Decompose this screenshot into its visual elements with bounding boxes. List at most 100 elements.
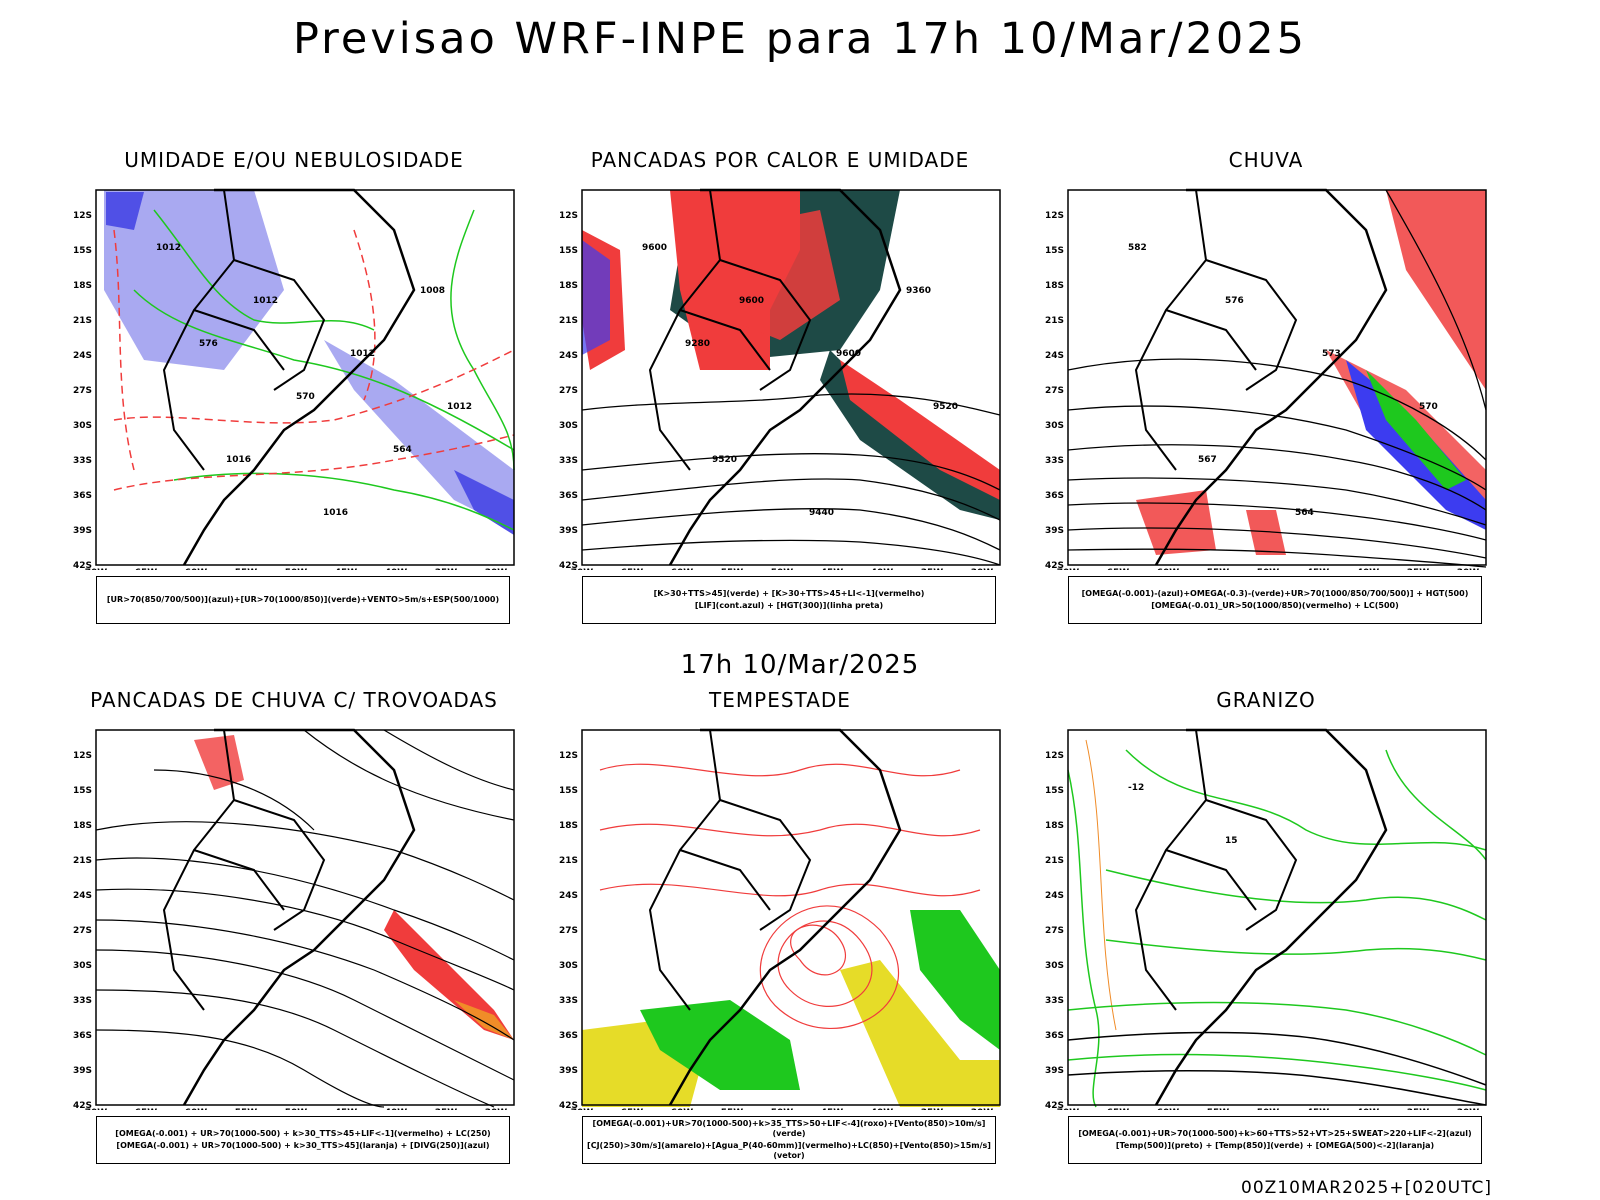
- lat-tick-label: 39S: [73, 1066, 92, 1076]
- lat-tick-label: 27S: [73, 386, 92, 396]
- map-frame: [1067, 189, 1487, 566]
- lat-tick-label: 42S: [559, 1101, 578, 1110]
- main-title: Previsao WRF-INPE para 17h 10/Mar/2025: [293, 14, 1307, 64]
- lon-tick-label: 35W: [921, 1108, 944, 1110]
- map-trovoadas: 12S 15S 18S 21S 24S 27S 30S 33S 36S 39S 42S70W 65W 6…: [73, 728, 515, 1110]
- lat-tick-label: 15S: [73, 786, 92, 796]
- contour-label: 570: [1419, 402, 1438, 412]
- lon-tick-label: 30W: [485, 568, 508, 570]
- lat-tick-label: 21S: [73, 856, 92, 866]
- lat-tick-label: 39S: [559, 526, 578, 536]
- lat-tick-label: 12S: [559, 211, 578, 221]
- coastline: [182, 728, 416, 1106]
- state-borders: [1134, 189, 1298, 471]
- lon-tick-label: 55W: [721, 568, 744, 570]
- lat-tick-label: 42S: [1045, 1101, 1064, 1110]
- wind-green-area-2: [910, 910, 1000, 1050]
- lat-tick-label: 15S: [559, 246, 578, 256]
- lon-tick-label: 40W: [871, 1108, 894, 1110]
- lat-tick-label: 15S: [1045, 786, 1064, 796]
- lon-tick-label: 30W: [1457, 1108, 1480, 1110]
- state-borders: [1134, 729, 1298, 1011]
- humidity-blue-band: [454, 470, 514, 535]
- contour-label: 9600: [836, 349, 861, 359]
- lon-tick-label: 65W: [135, 568, 158, 570]
- legend-line: [OMEGA(-0.001)+UR>70(1000-500)+k>35_TTS>…: [592, 1119, 986, 1138]
- legend-line: [OMEGA(-0.001) + UR>70(1000-500) + k>30_…: [116, 1141, 490, 1150]
- lat-tick-label: 30S: [73, 421, 92, 431]
- lon-tick-label: 60W: [185, 1108, 208, 1110]
- instability-west-blue: [582, 240, 610, 355]
- lon-tick-label: 70W: [85, 568, 108, 570]
- legend-line: [OMEGA(-0.001)+UR>70(1000-500)+k>60+TTS>…: [1078, 1129, 1472, 1138]
- lat-tick-label: 18S: [73, 281, 92, 291]
- lon-tick-label: 30W: [485, 1108, 508, 1110]
- lat-tick-label: 24S: [73, 891, 92, 901]
- legend-line: [K>30+TTS>45](verde) + [K>30+TTS>45+LI<-…: [653, 589, 925, 598]
- lon-tick-label: 70W: [1057, 1108, 1080, 1110]
- state-borders: [162, 189, 326, 471]
- lat-tick-label: 39S: [559, 1066, 578, 1076]
- lon-tick-label: 50W: [285, 1108, 308, 1110]
- lon-tick-label: 50W: [1257, 568, 1280, 570]
- legend-line: [OMEGA(-0.01)_UR>50(1000/850)(vermelho) …: [1151, 601, 1399, 610]
- lat-tick-label: 36S: [559, 491, 578, 501]
- lat-tick-label: 24S: [559, 891, 578, 901]
- panel-pancadas-calor: PANCADAS POR CALOR E UMIDADE 12S 15S 18S 21…: [540, 148, 1020, 638]
- contour-label: 1016: [323, 508, 348, 518]
- panel-granizo: GRANIZO 12S 15S 18S 21S 24S 27S 30S 33S 36S 39S 42…: [1026, 688, 1506, 1178]
- lat-tick-label: 27S: [559, 386, 578, 396]
- contour-label: 570: [296, 392, 315, 402]
- lat-tick-label: 36S: [559, 1031, 578, 1041]
- rain-red-south-2: [1246, 510, 1286, 555]
- lat-tick-label: 27S: [1045, 386, 1064, 396]
- humidity-blue-area: [106, 192, 144, 230]
- rain-green-band: [1366, 370, 1466, 490]
- panel-title: PANCADAS POR CALOR E UMIDADE: [590, 148, 970, 172]
- lat-tick-label: 27S: [1045, 926, 1064, 936]
- contour-label: 1012: [156, 243, 181, 253]
- lon-tick-label: 65W: [1107, 568, 1130, 570]
- map-granizo: 12S 15S 18S 21S 24S 27S 30S 33S 36S 39S 42S70W 65W 6…: [1045, 728, 1487, 1110]
- panel-tempestade: TEMPESTADE 12S 15S 18S 21S 24S 27S 30S 33S 36S 39…: [540, 688, 1020, 1178]
- lat-tick-label: 39S: [1045, 1066, 1064, 1076]
- lat-tick-label: 15S: [1045, 246, 1064, 256]
- lon-tick-label: 40W: [385, 568, 408, 570]
- lon-tick-label: 50W: [771, 568, 794, 570]
- lon-tick-label: 70W: [1057, 568, 1080, 570]
- panel-title: UMIDADE E/OU NEBULOSIDADE: [124, 148, 464, 172]
- lat-tick-label: 42S: [559, 561, 578, 570]
- instability-red-area-2: [720, 210, 840, 340]
- lat-tick-label: 36S: [73, 491, 92, 501]
- legend-line: [LIF](cont.azul) + [HGT(300)](linha pret…: [694, 601, 884, 610]
- lon-tick-label: 45W: [335, 1108, 358, 1110]
- lon-tick-label: 40W: [385, 1108, 408, 1110]
- coastline: [668, 188, 902, 566]
- lon-tick-label: 45W: [1307, 1108, 1330, 1110]
- legend-line: [OMEGA(-0.001) + UR>70(1000-500) + k>30_…: [115, 1129, 491, 1138]
- lon-tick-label: 50W: [1257, 1108, 1280, 1110]
- legend-box: [OMEGA(-0.001)+UR>70(1000-500)+k>60+TTS>…: [1068, 1116, 1482, 1164]
- lat-tick-label: 15S: [559, 786, 578, 796]
- lon-tick-label: 30W: [971, 1108, 994, 1110]
- map-frame: [1067, 729, 1487, 1106]
- lat-tick-label: 30S: [1045, 961, 1064, 971]
- contour-label: 9600: [739, 296, 764, 306]
- lat-tick-label: 18S: [1045, 821, 1064, 831]
- map-frame: [581, 729, 1001, 1106]
- lat-tick-label: 21S: [559, 856, 578, 866]
- lon-tick-label: 55W: [1207, 1108, 1230, 1110]
- lat-tick-label: 30S: [559, 961, 578, 971]
- lon-tick-label: 35W: [921, 568, 944, 570]
- legend-box: [UR>70(850/700/500)](azul)+[UR>70(1000/8…: [96, 576, 510, 624]
- rain-red-area-ne: [1386, 190, 1486, 390]
- coastline: [1154, 728, 1388, 1106]
- contour-label: 1016: [226, 455, 251, 465]
- map-frame: [95, 189, 515, 566]
- lat-tick-label: 30S: [559, 421, 578, 431]
- lat-tick-label: 18S: [73, 821, 92, 831]
- lon-tick-label: 40W: [871, 568, 894, 570]
- lat-tick-label: 21S: [73, 316, 92, 326]
- lat-tick-label: 18S: [559, 281, 578, 291]
- state-borders: [648, 189, 812, 471]
